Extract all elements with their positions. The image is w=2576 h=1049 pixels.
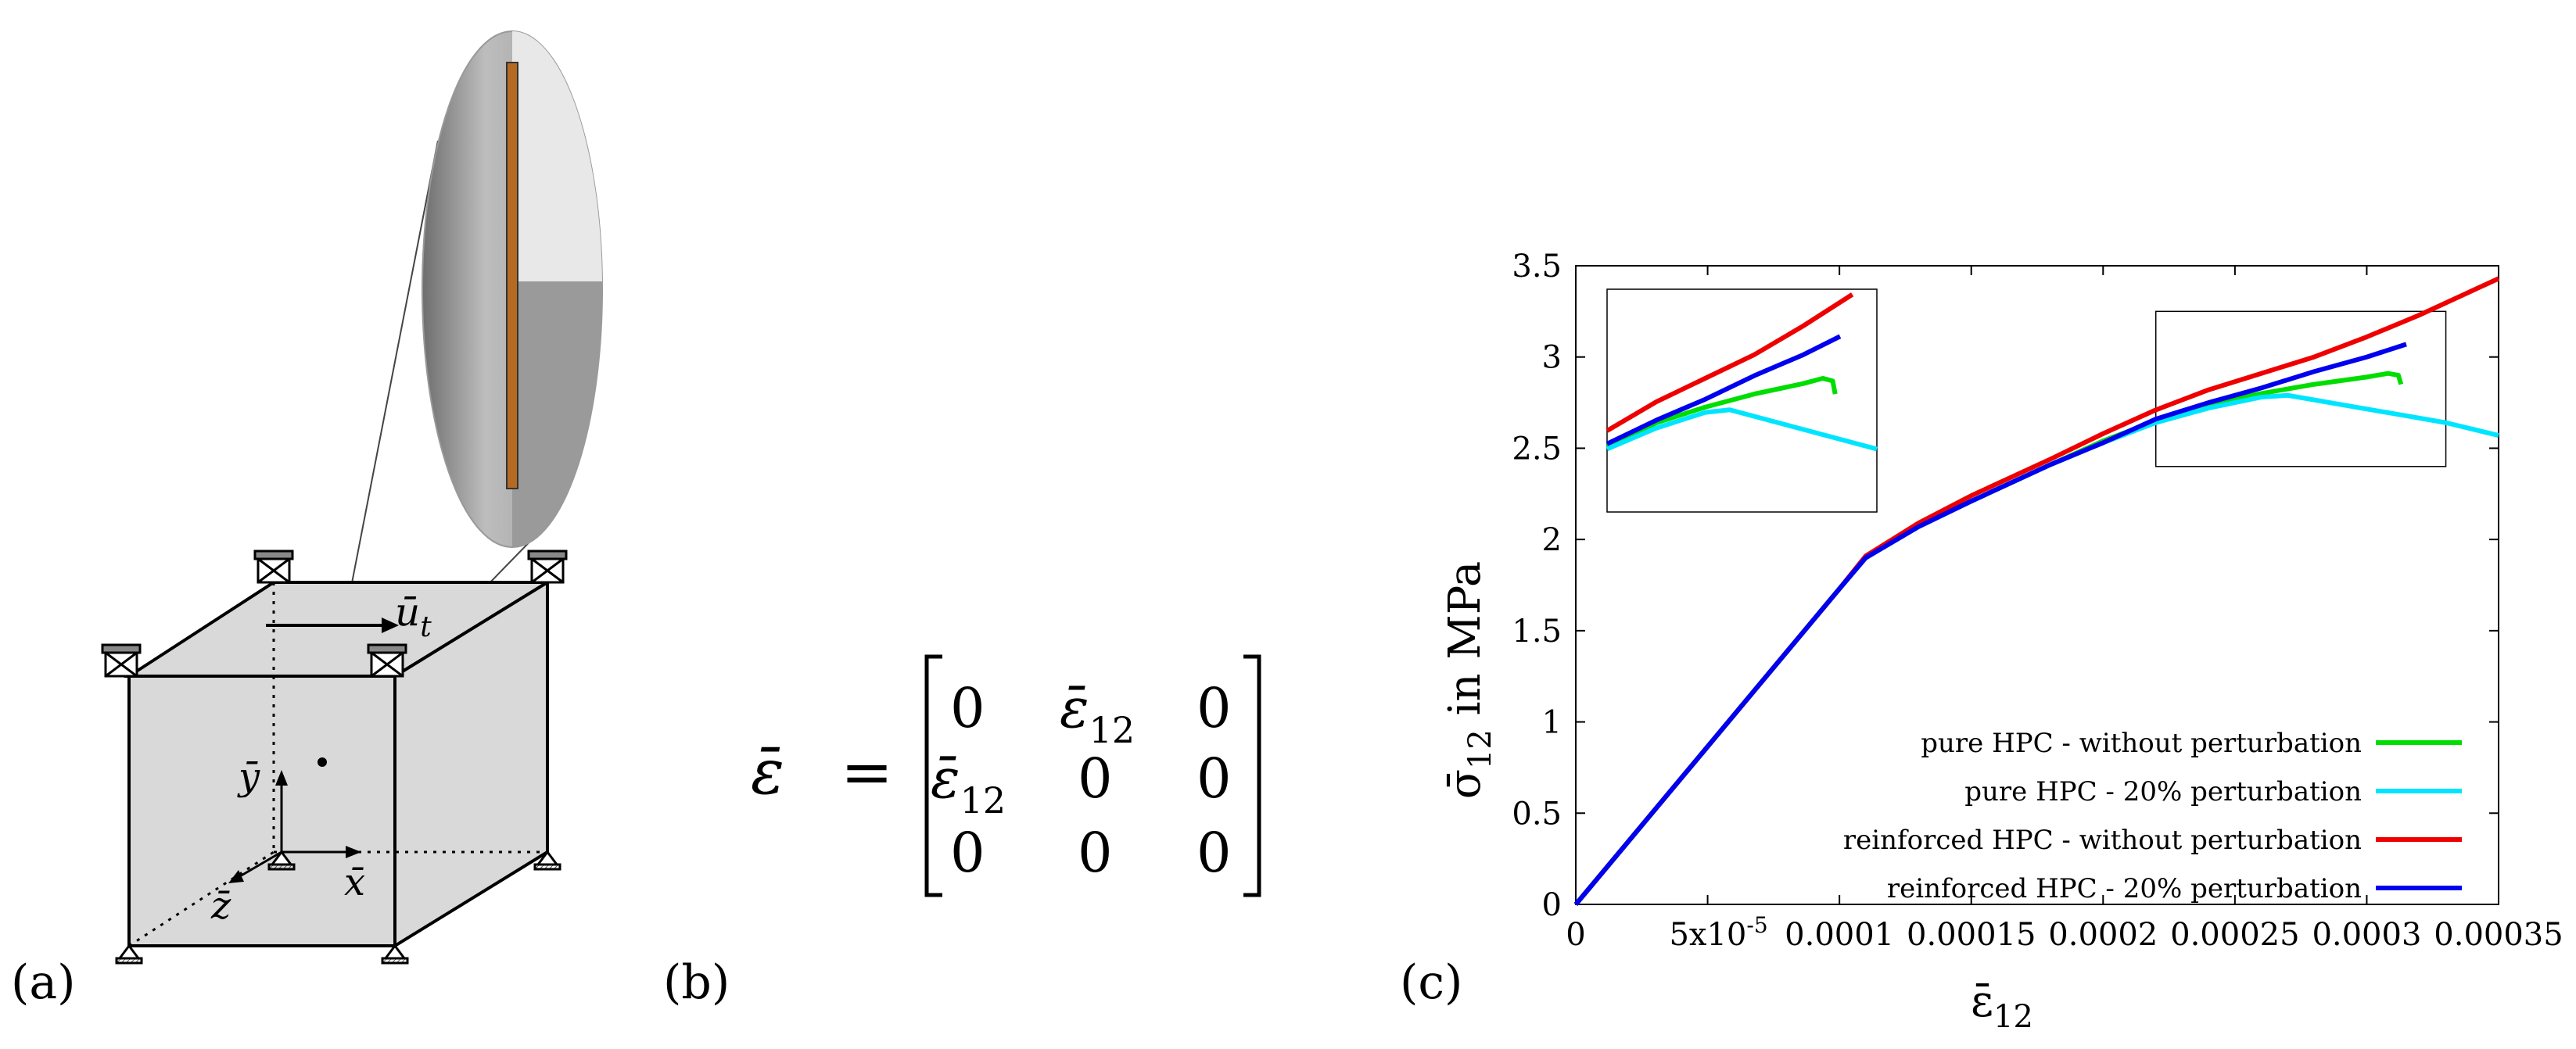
panel-c-label: (c) [1400, 955, 1463, 1010]
x-tick-label: 0.00035 [2434, 917, 2563, 953]
y-tick-label: 2.5 [1512, 431, 1562, 467]
y-tick-label: 0.5 [1512, 796, 1562, 832]
stress-strain-chart: 0 5x10-5 0.0001 0.00015 0.0002 0.00025 0.0003 0… [1440, 249, 2563, 1032]
inset-series-line-0 [1606, 376, 1838, 449]
svg-text:0: 0 [1197, 821, 1232, 885]
panel-b-equation: ε̄ = 0 ε̄12 0 ε̄12 0 0 0 0 0 [751, 654, 1261, 897]
svg-text:0: 0 [1197, 746, 1232, 811]
y-tick-label: 1.5 [1512, 614, 1562, 650]
y-axis-title: σ̄12 in MPa [1440, 561, 1498, 800]
y-axis-label: ȳ [237, 755, 260, 799]
legend-label-3: reinforced HPC - 20% perturbation [1887, 873, 2362, 904]
panel-a-figure: ūt ȳ x̄ z̄ [101, 30, 603, 965]
panel-a-label: (a) [11, 955, 76, 1010]
left-bracket [924, 654, 942, 897]
legend-label-1: pure HPC - 20% perturbation [1964, 776, 2362, 807]
x-tick-label: 0.0003 [2312, 917, 2421, 953]
y-tick-label: 3.5 [1512, 249, 1562, 285]
strain-symbol: ε̄ [751, 736, 784, 808]
x-axis-label: x̄ [344, 861, 365, 904]
inset-frame [1606, 288, 1878, 513]
z-axis-label: z̄ [210, 884, 231, 928]
rve-cube [124, 579, 554, 949]
x-tick-label: 0.0001 [1785, 917, 1894, 953]
zoom-region-box [2154, 310, 2447, 467]
series-line-3 [1573, 342, 2407, 906]
fiber [506, 62, 518, 489]
ut-label: ūt [395, 589, 432, 643]
svg-text:0: 0 [950, 676, 985, 740]
plot-frame [1575, 265, 2499, 905]
svg-text:ε̄12: ε̄12 [931, 746, 1006, 822]
x-tick-label: 0.0002 [2048, 917, 2158, 953]
supports [101, 550, 568, 965]
inset-series-line-3 [1606, 334, 1842, 446]
svg-text:0: 0 [1197, 676, 1232, 740]
inset-series-line-1 [1606, 407, 1878, 452]
inset-series-line-2 [1606, 292, 1854, 433]
matrix-entries: 0 ε̄12 0 ε̄12 0 0 0 0 0 [931, 676, 1232, 885]
y-tick-label: 0 [1542, 887, 1562, 923]
equals-sign: = [841, 736, 893, 808]
svg-text:0: 0 [1078, 746, 1113, 811]
right-bracket [1243, 654, 1261, 897]
inclusion-ellipsoid [422, 30, 603, 548]
x-axis-title: ε̄12 [1971, 976, 2033, 1032]
y-tick-label: 1 [1542, 705, 1562, 741]
coordinate-axes [234, 782, 352, 881]
y-tick-label: 3 [1542, 340, 1562, 376]
x-tick-label: 0 [1566, 917, 1585, 953]
panel-b-label: (b) [663, 955, 730, 1010]
legend-label-2: reinforced HPC - without perturbation [1843, 825, 2362, 856]
svg-text:0: 0 [950, 821, 985, 885]
x-tick-label: 0.00015 [1907, 917, 2036, 953]
svg-text:0: 0 [1078, 821, 1113, 885]
svg-text:ε̄12: ε̄12 [1060, 676, 1135, 751]
x-tick-label: 5x10-5 [1669, 912, 1767, 953]
y-tick-label: 2 [1542, 522, 1562, 558]
x-tick-label: 0.00025 [2170, 917, 2299, 953]
legend-label-0: pure HPC - without perturbation [1921, 728, 2362, 759]
